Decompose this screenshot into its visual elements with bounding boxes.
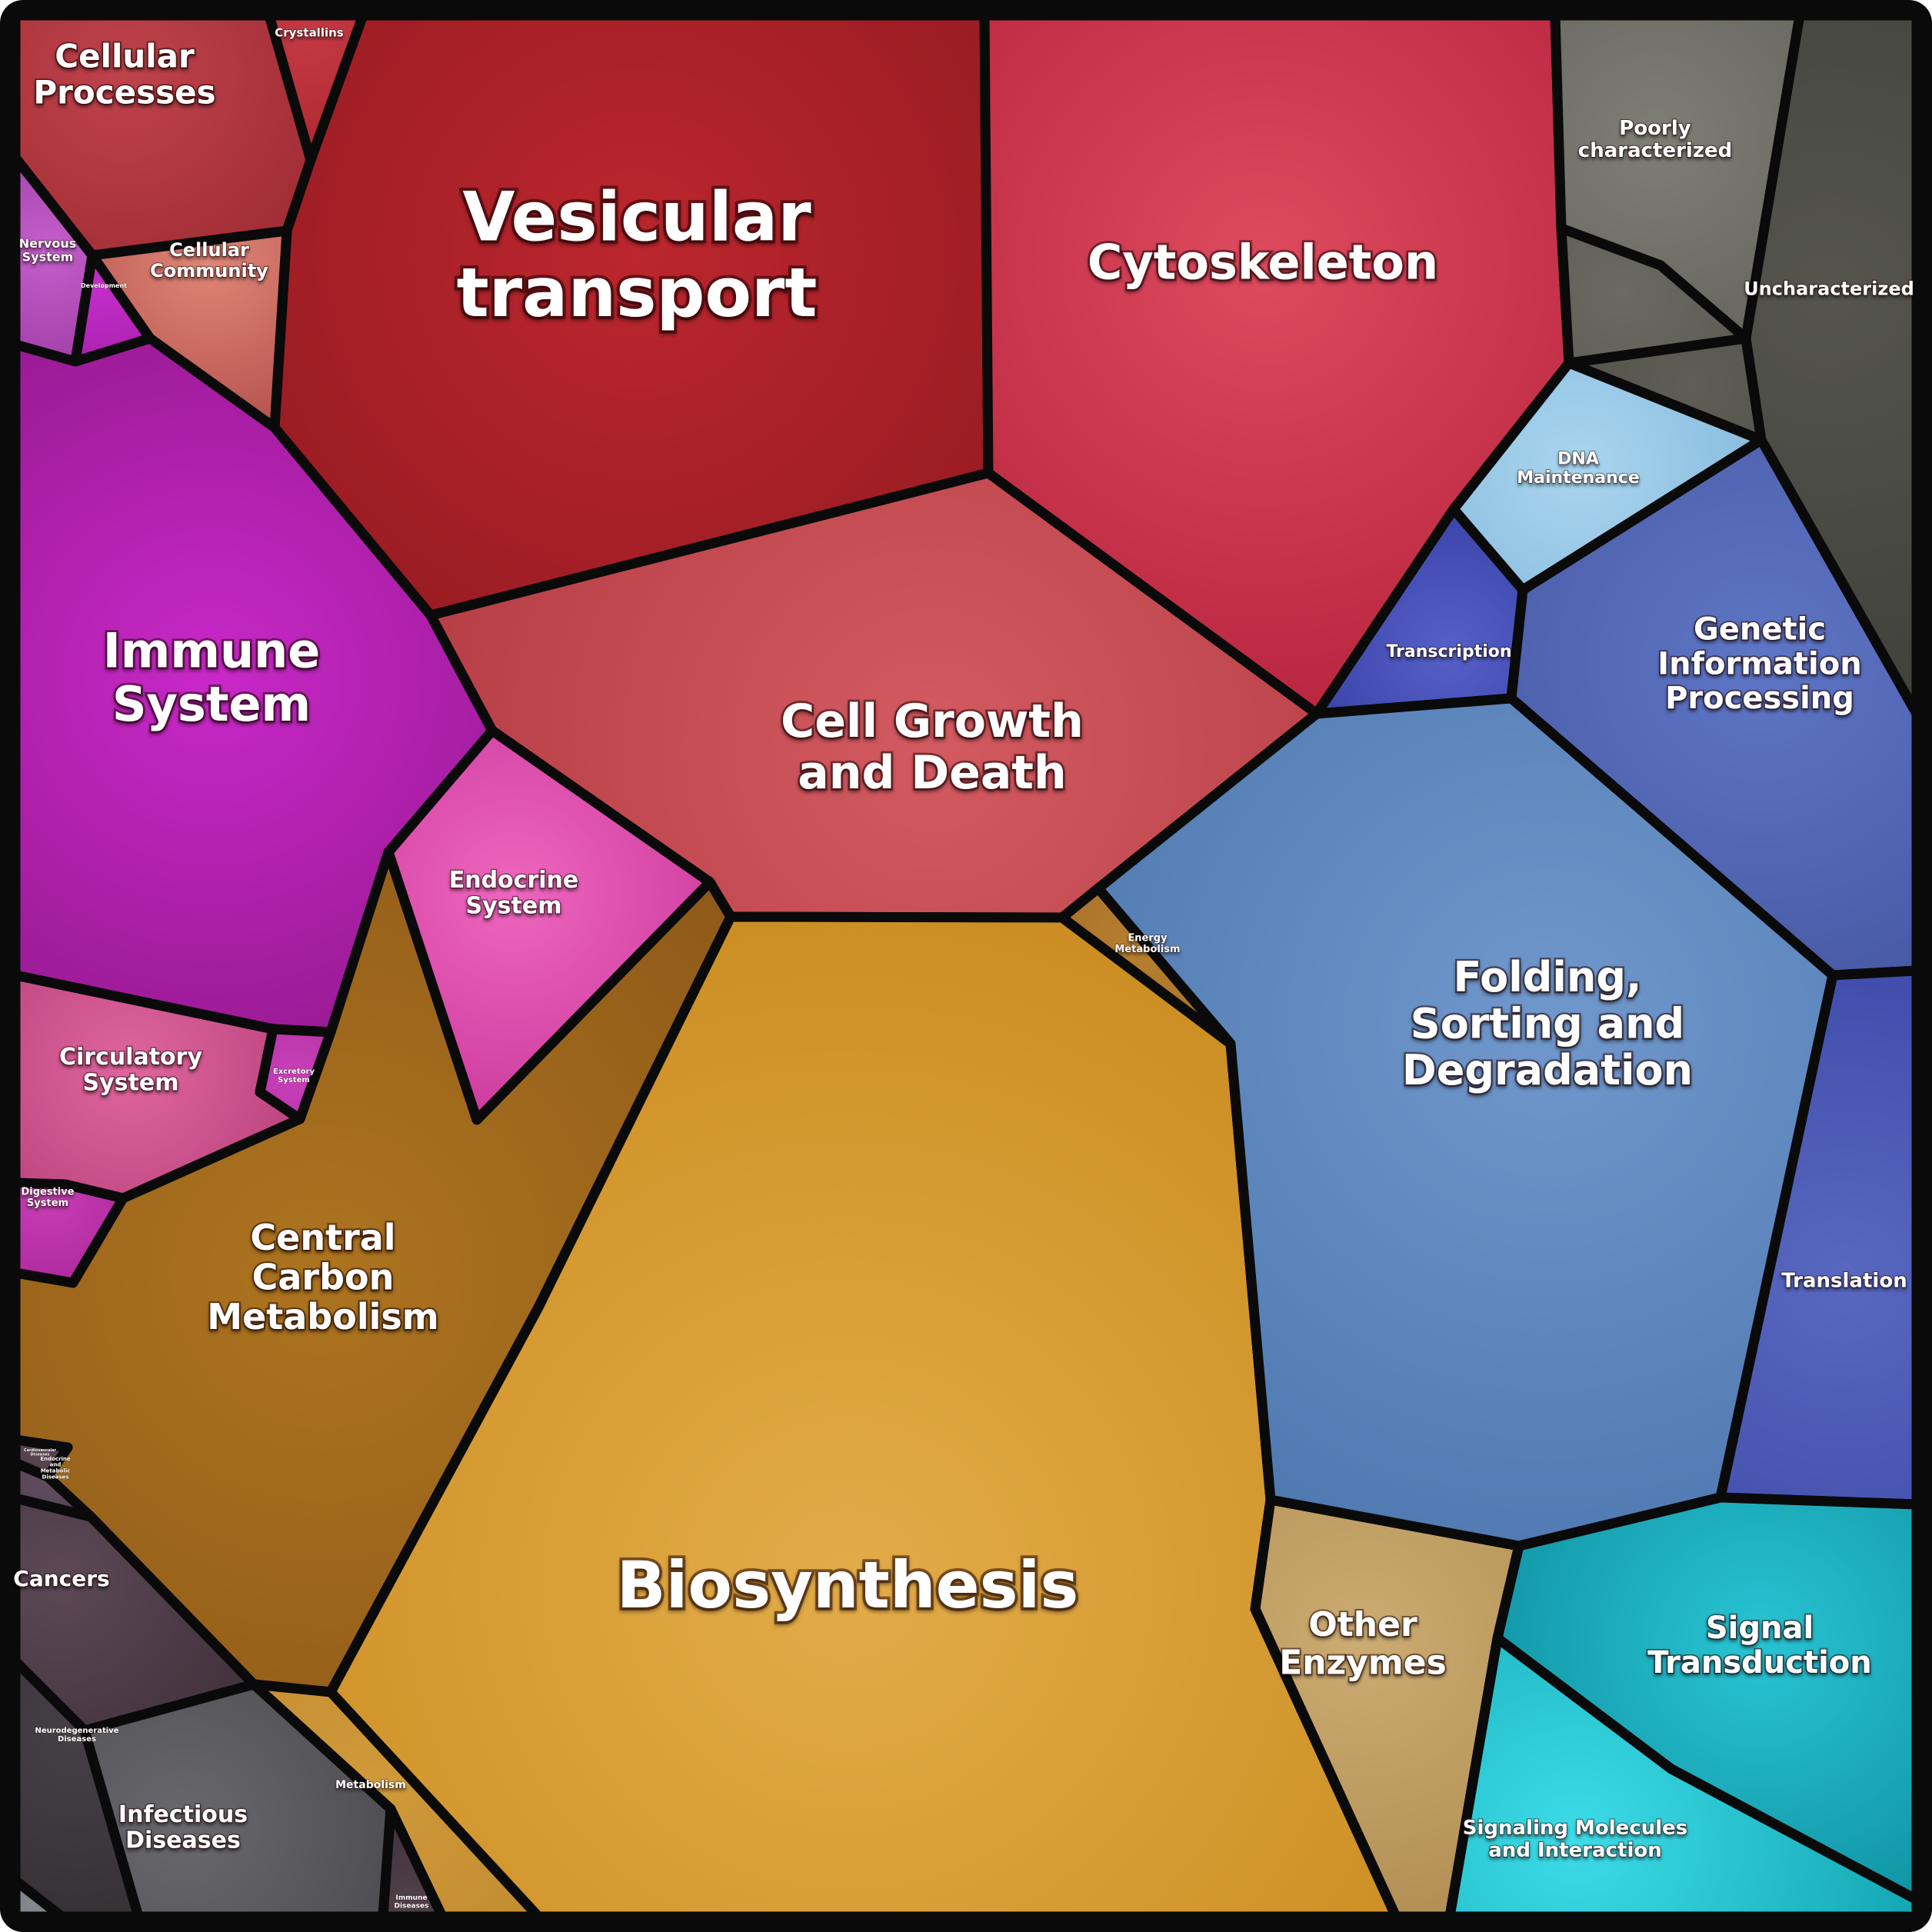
cell-immune-diseases[interactable] xyxy=(378,1804,448,1922)
cell-bottom-left-corner[interactable] xyxy=(10,1875,67,1922)
cell-signaling-molecules-and-interaction[interactable] xyxy=(1444,1633,1922,1922)
cells-layer xyxy=(10,10,1922,1922)
cell-neurodegenerative-diseases[interactable] xyxy=(10,1656,144,1922)
cell-cardiovascular-diseases[interactable] xyxy=(10,1434,73,1482)
